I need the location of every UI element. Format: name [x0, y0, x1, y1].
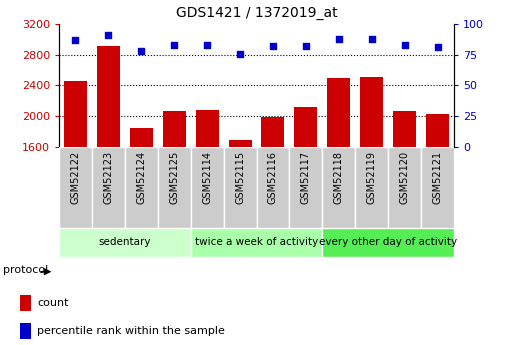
Bar — [322, 228, 454, 257]
Bar — [228, 140, 251, 269]
Point — [203, 42, 211, 48]
Text: sedentary: sedentary — [98, 237, 151, 247]
Bar — [426, 114, 449, 269]
Text: GSM52124: GSM52124 — [136, 151, 146, 204]
Bar — [224, 147, 256, 228]
Text: GSM52123: GSM52123 — [104, 151, 113, 204]
Bar — [191, 228, 322, 257]
Bar — [92, 147, 125, 228]
Text: GSM52116: GSM52116 — [268, 151, 278, 204]
Text: twice a week of activity: twice a week of activity — [195, 237, 318, 247]
Point — [401, 42, 409, 48]
Bar — [421, 147, 454, 228]
Bar — [158, 147, 191, 228]
Text: GSM52119: GSM52119 — [367, 151, 377, 204]
Point — [302, 43, 310, 49]
Text: count: count — [37, 298, 69, 308]
Bar — [163, 111, 186, 269]
Text: GSM52125: GSM52125 — [169, 151, 179, 204]
Point — [137, 48, 145, 54]
Point — [269, 43, 277, 49]
Bar — [195, 110, 219, 269]
Point — [71, 37, 80, 43]
Bar — [289, 147, 322, 228]
Bar — [388, 147, 421, 228]
Bar — [355, 147, 388, 228]
Text: GSM52114: GSM52114 — [202, 151, 212, 204]
Bar — [360, 77, 383, 269]
Text: every other day of activity: every other day of activity — [319, 237, 457, 247]
Bar — [59, 228, 191, 257]
Text: GSM52118: GSM52118 — [334, 151, 344, 204]
Text: GSM52120: GSM52120 — [400, 151, 409, 204]
Point — [368, 36, 376, 42]
Bar — [191, 147, 224, 228]
Bar — [20, 295, 31, 311]
Bar — [327, 79, 350, 269]
Bar — [130, 128, 153, 269]
Text: protocol: protocol — [3, 265, 48, 275]
Bar — [20, 323, 31, 339]
Bar — [294, 107, 318, 269]
Text: GSM52117: GSM52117 — [301, 151, 311, 204]
Bar — [322, 147, 355, 228]
Title: GDS1421 / 1372019_at: GDS1421 / 1372019_at — [175, 6, 338, 20]
Bar — [64, 81, 87, 269]
Text: GSM52122: GSM52122 — [70, 151, 81, 204]
Point — [170, 42, 179, 48]
Text: percentile rank within the sample: percentile rank within the sample — [37, 326, 225, 336]
Text: GSM52115: GSM52115 — [235, 151, 245, 204]
Point — [104, 32, 112, 38]
Bar — [125, 147, 158, 228]
Text: GSM52121: GSM52121 — [432, 151, 443, 204]
Bar — [393, 111, 416, 269]
Point — [433, 45, 442, 50]
Bar — [59, 147, 92, 228]
Bar — [256, 147, 289, 228]
Point — [334, 36, 343, 42]
Bar — [262, 117, 285, 269]
Bar — [97, 46, 120, 269]
Point — [236, 51, 244, 56]
